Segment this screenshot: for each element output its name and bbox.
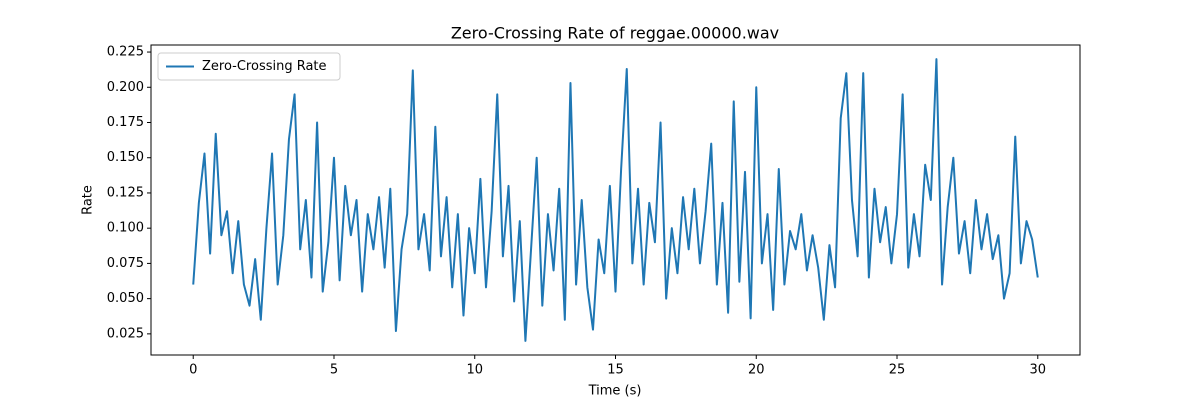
x-tick-label: 5 [330, 363, 338, 378]
plot-frame [150, 44, 1081, 356]
x-tick-label: 10 [466, 363, 483, 378]
y-tick-label: 0.100 [107, 221, 144, 236]
y-tick-label: 0.050 [107, 291, 144, 306]
y-tick-label: 0.150 [107, 150, 144, 165]
y-tick-label: 0.125 [107, 185, 144, 200]
y-tick-label: 0.200 [107, 80, 144, 95]
y-tick-label: 0.175 [107, 115, 144, 130]
line [192, 58, 1039, 342]
y-tick-label: 0.075 [107, 256, 144, 271]
x-tick-label: 30 [1029, 363, 1046, 378]
x-tick-label: 20 [748, 363, 765, 378]
legend-label: Zero-Crossing Rate [202, 59, 327, 74]
y-tick-label: 0.225 [107, 45, 144, 60]
y-axis-label: Rate [81, 185, 96, 215]
y-tick-label: 0.025 [107, 326, 144, 341]
chart-title: Zero-Crossing Rate of reggae.00000.wav [451, 24, 779, 43]
x-tick-label: 15 [607, 363, 624, 378]
x-tick-label: 25 [889, 363, 906, 378]
x-axis-label: Time (s) [588, 384, 642, 399]
legend-box [157, 52, 341, 81]
x-tick-label: 0 [189, 363, 197, 378]
